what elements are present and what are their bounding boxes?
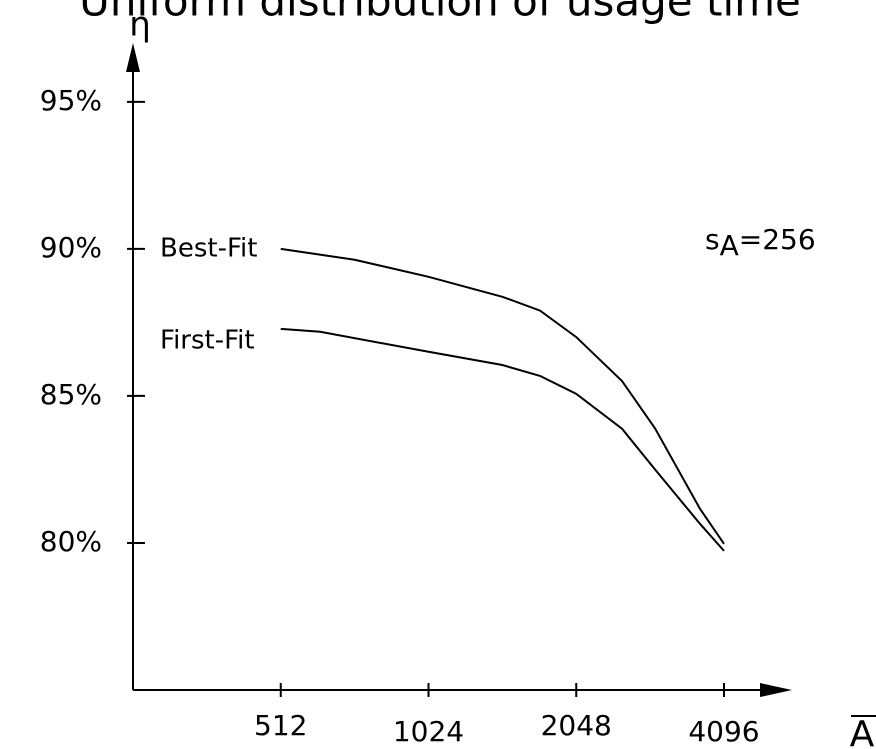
x-tick-label: 2048 [541, 709, 612, 742]
y-tick-label: 90% [40, 231, 102, 264]
y-axis-label: η [129, 5, 151, 45]
x-arrow [760, 683, 792, 697]
annotation-text: =256 [739, 223, 816, 256]
series-line [280, 247, 725, 545]
y-tick-label: 95% [40, 84, 102, 117]
y-tick-label: 85% [40, 378, 102, 411]
chart-title: Uniform distribution of usage time [79, 0, 801, 26]
annotation-subscript: A [720, 229, 739, 262]
annotation: sA=256 [705, 223, 816, 262]
x-tick-label: 4096 [688, 715, 759, 748]
series-line [280, 327, 725, 552]
y-arrow [126, 43, 140, 72]
y-tick-label: 80% [40, 525, 102, 558]
annotation-symbol: s [705, 223, 720, 256]
x-axis-label: A [850, 714, 875, 749]
series-label: First-Fit [160, 325, 255, 355]
x-tick-label: 1024 [393, 715, 464, 748]
x-tick-label: 512 [254, 709, 307, 742]
series-label: Best-Fit [160, 233, 257, 263]
